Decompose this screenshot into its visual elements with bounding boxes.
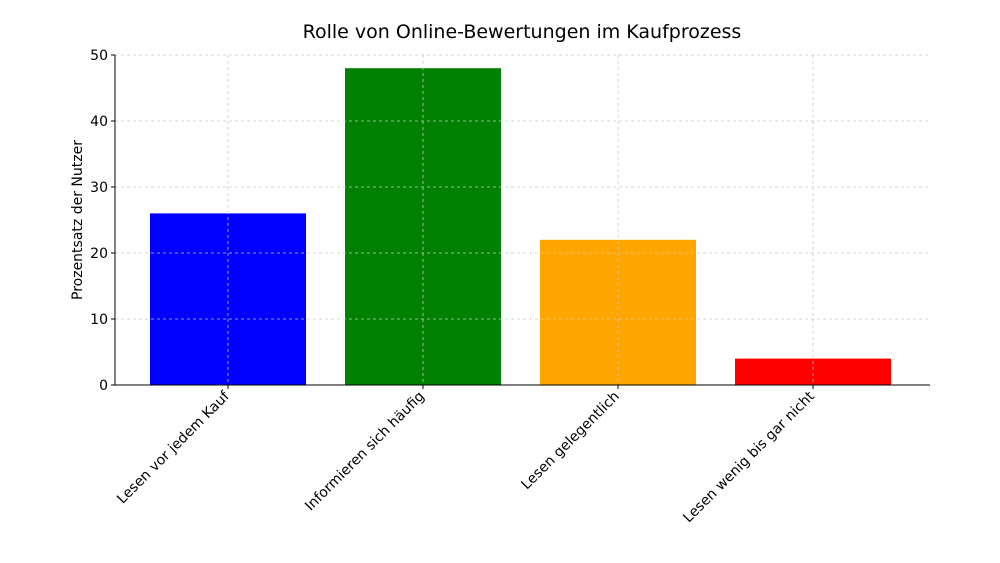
chart-title: Rolle von Online-Bewertungen im Kaufproz… bbox=[303, 21, 742, 43]
y-tick-label: 50 bbox=[90, 48, 108, 64]
x-tick-label: Informieren sich häufig bbox=[302, 389, 428, 515]
y-tick-label: 40 bbox=[90, 114, 108, 130]
y-tick-label: 20 bbox=[90, 246, 108, 262]
x-tick-label: Lesen wenig bis gar nicht bbox=[680, 388, 818, 526]
y-tick-label: 30 bbox=[90, 180, 108, 196]
bar bbox=[150, 213, 306, 385]
x-tick-label: Lesen gelegentlich bbox=[518, 389, 622, 493]
bar bbox=[540, 239, 696, 385]
y-tick-label: 0 bbox=[99, 378, 108, 394]
y-tick-label: 10 bbox=[90, 312, 108, 328]
x-tick-label: Lesen vor jedem Kauf bbox=[114, 388, 233, 507]
y-axis-label: Prozentsatz der Nutzer bbox=[70, 140, 86, 300]
